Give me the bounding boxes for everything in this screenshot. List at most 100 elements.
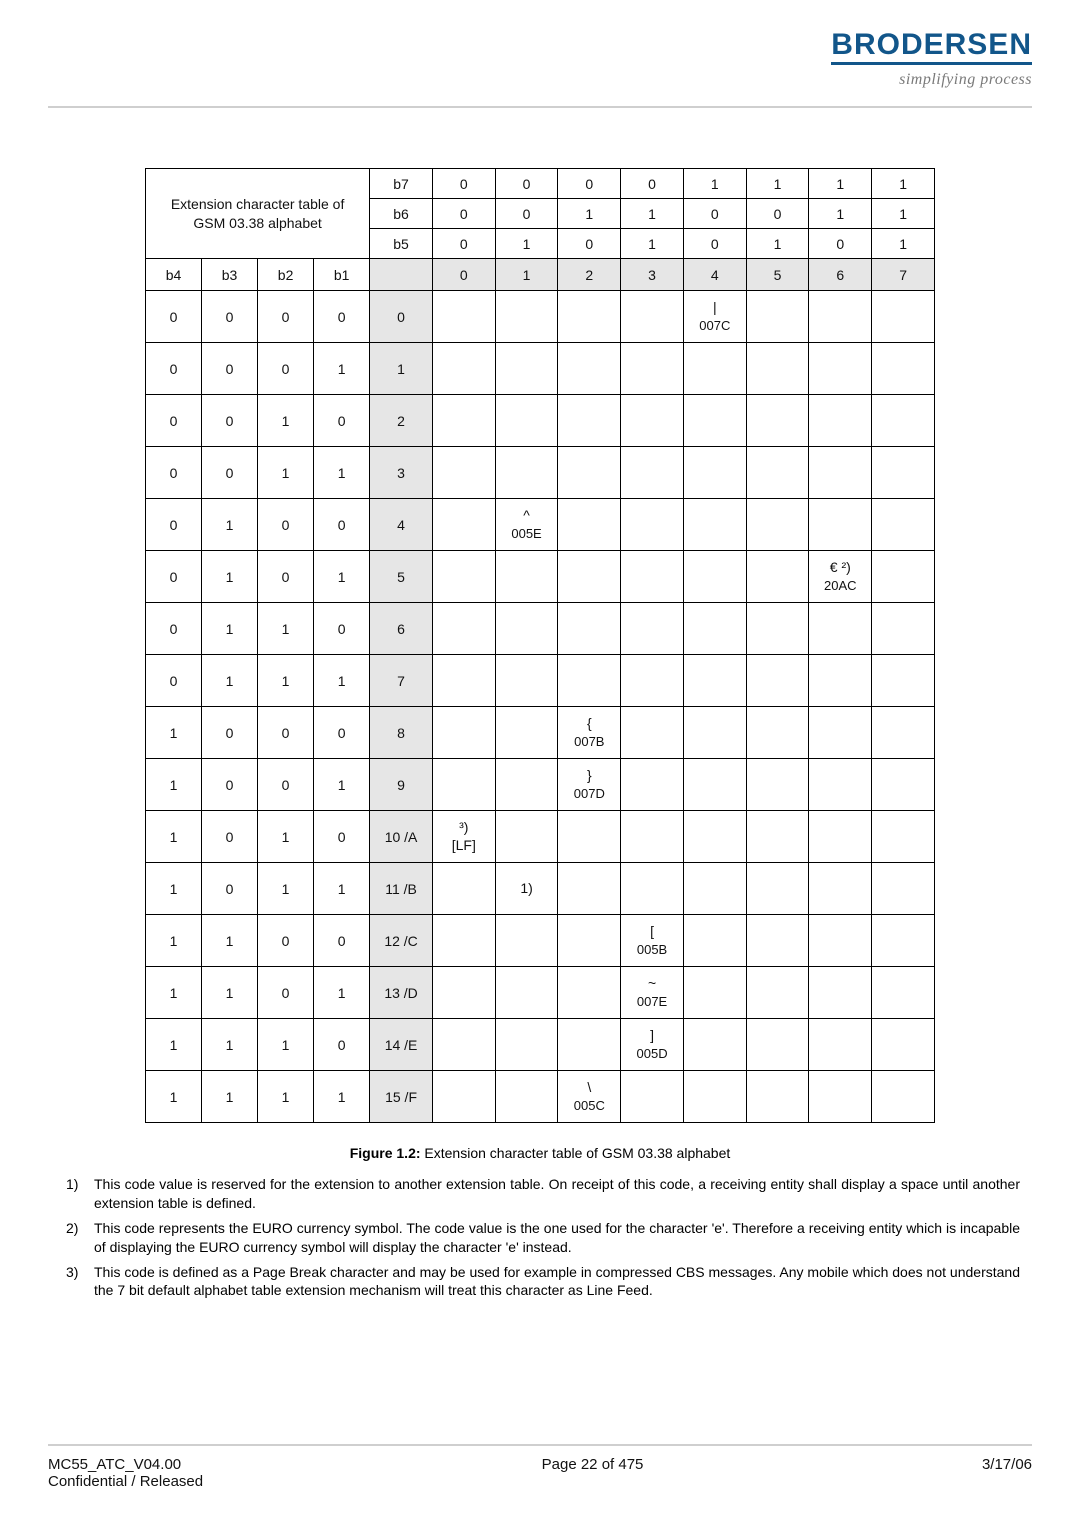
bit-cell: 0 xyxy=(202,811,258,863)
b5-1: 1 xyxy=(495,229,558,259)
data-cell xyxy=(495,915,558,967)
coln-7: 7 xyxy=(872,259,935,291)
logo-block: BRODERSEN simplifying process xyxy=(831,30,1032,89)
data-cell xyxy=(809,863,872,915)
data-cell xyxy=(495,759,558,811)
b7-6: 1 xyxy=(809,169,872,199)
coln-6: 6 xyxy=(809,259,872,291)
data-cell: ^005E xyxy=(495,499,558,551)
data-cell xyxy=(432,291,495,343)
data-cell xyxy=(495,603,558,655)
bit-cell: 0 xyxy=(146,603,202,655)
bit-cell: 1 xyxy=(202,1071,258,1123)
data-cell xyxy=(683,343,746,395)
data-cell xyxy=(809,655,872,707)
footnote-text: This code is defined as a Page Break cha… xyxy=(94,1263,1020,1301)
data-cell xyxy=(809,759,872,811)
table-title-line1: Extension character table of xyxy=(171,196,345,212)
data-cell xyxy=(809,447,872,499)
row-index: 5 xyxy=(370,551,433,603)
bit-cell: 1 xyxy=(146,811,202,863)
data-cell xyxy=(872,915,935,967)
data-cell xyxy=(683,863,746,915)
data-cell xyxy=(558,343,621,395)
data-cell xyxy=(809,603,872,655)
figure-caption-text: Extension character table of GSM 03.38 a… xyxy=(424,1145,730,1161)
data-cell xyxy=(746,395,809,447)
data-cell xyxy=(558,915,621,967)
bit-cell: 0 xyxy=(202,291,258,343)
table-row: 110113 /D~007E xyxy=(146,967,935,1019)
data-cell xyxy=(495,291,558,343)
data-cell xyxy=(683,1071,746,1123)
footnote: 2)This code represents the EURO currency… xyxy=(66,1219,1020,1257)
row-index: 2 xyxy=(370,395,433,447)
bit-cell: 0 xyxy=(202,707,258,759)
data-cell xyxy=(809,395,872,447)
table-row: 00011 xyxy=(146,343,935,395)
bit-cell: 0 xyxy=(146,499,202,551)
b6-6: 1 xyxy=(809,199,872,229)
b5-0: 0 xyxy=(432,229,495,259)
data-cell xyxy=(746,551,809,603)
logo-underline xyxy=(831,62,1032,65)
data-cell xyxy=(872,551,935,603)
bit-cell: 1 xyxy=(314,447,370,499)
bit-cell: 1 xyxy=(146,759,202,811)
data-cell xyxy=(746,655,809,707)
data-cell: ~007E xyxy=(621,967,684,1019)
footnote: 3)This code is defined as a Page Break c… xyxy=(66,1263,1020,1301)
table-row: 00102 xyxy=(146,395,935,447)
b6-2: 1 xyxy=(558,199,621,229)
page-footer: MC55_ATC_V04.00 Confidential / Released … xyxy=(48,1444,1032,1490)
data-cell xyxy=(432,759,495,811)
b5-4: 0 xyxy=(683,229,746,259)
table-row: 01015€ ²)20AC xyxy=(146,551,935,603)
data-cell: |007C xyxy=(683,291,746,343)
table-row: 101111 /B1) xyxy=(146,863,935,915)
lh-b2: b2 xyxy=(258,259,314,291)
bit-cell: 1 xyxy=(258,1071,314,1123)
data-cell xyxy=(621,447,684,499)
data-cell xyxy=(558,655,621,707)
row-index: 4 xyxy=(370,499,433,551)
data-cell xyxy=(495,1019,558,1071)
bit-cell: 0 xyxy=(146,551,202,603)
footnote-num: 1) xyxy=(66,1175,94,1213)
data-cell xyxy=(558,1019,621,1071)
data-cell xyxy=(621,759,684,811)
bit-cell: 1 xyxy=(258,1019,314,1071)
coln-4: 4 xyxy=(683,259,746,291)
data-cell xyxy=(872,863,935,915)
data-cell xyxy=(809,1019,872,1071)
bit-cell: 1 xyxy=(314,759,370,811)
bit-cell: 0 xyxy=(258,343,314,395)
data-cell xyxy=(432,915,495,967)
bit-cell: 0 xyxy=(258,551,314,603)
b5-5: 1 xyxy=(746,229,809,259)
lh-b4: b4 xyxy=(146,259,202,291)
data-cell xyxy=(621,291,684,343)
b6-1: 0 xyxy=(495,199,558,229)
bit-cell: 0 xyxy=(146,395,202,447)
bit-cell: 1 xyxy=(146,1019,202,1071)
bit-cell: 1 xyxy=(202,551,258,603)
bit-cell: 0 xyxy=(258,291,314,343)
bit-cell: 1 xyxy=(258,447,314,499)
table-row: 10008{007B xyxy=(146,707,935,759)
blank-header xyxy=(370,259,433,291)
b7-0: 0 xyxy=(432,169,495,199)
data-cell xyxy=(746,291,809,343)
data-cell xyxy=(495,395,558,447)
data-cell xyxy=(809,499,872,551)
bit-cell: 0 xyxy=(146,343,202,395)
data-cell xyxy=(746,603,809,655)
data-cell xyxy=(809,291,872,343)
footer-date: 3/17/06 xyxy=(982,1456,1032,1490)
data-cell xyxy=(746,759,809,811)
row-index: 11 /B xyxy=(370,863,433,915)
b5-2: 0 xyxy=(558,229,621,259)
bit-cell: 0 xyxy=(146,291,202,343)
data-cell xyxy=(746,811,809,863)
table-row: 10019}007D xyxy=(146,759,935,811)
